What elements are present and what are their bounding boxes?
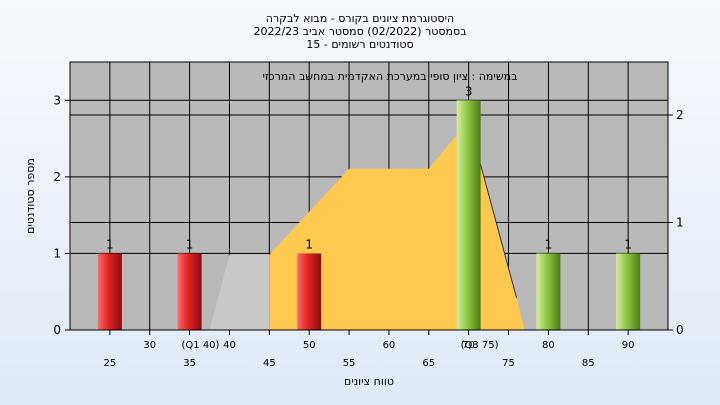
histogram-bar	[177, 253, 202, 330]
x-tick-label: 75	[502, 358, 515, 369]
bar-value-label: 1	[106, 237, 114, 251]
histogram-bar	[297, 253, 322, 330]
histogram-bar	[616, 253, 641, 330]
chart-header-line-1: היסטוגרמת ציונים בקורס - מבוא לבקרה	[265, 12, 455, 25]
x-tick-label: 80	[542, 340, 555, 351]
bar-value-label: 1	[545, 237, 553, 251]
x-tick-label: 65	[422, 358, 435, 369]
x-tick-label: 40	[223, 340, 236, 351]
x-axis-label: טווח ציונים	[344, 375, 394, 388]
histogram-bar	[456, 100, 481, 331]
chart-title: במשימה : ציון סופי במערכת האקדמית במחשב …	[263, 70, 518, 83]
histogram-bar	[536, 253, 561, 330]
histogram-bar	[97, 253, 122, 330]
iqr-shape	[209, 254, 270, 330]
x-tick-label: 30	[143, 340, 156, 351]
y-tick-label: 0	[53, 323, 61, 337]
x-tick-label: 60	[383, 340, 396, 351]
plot-border	[69, 61, 669, 331]
quartile-label: (Q1 40)	[182, 340, 220, 351]
bar-value-label: 1	[186, 237, 194, 251]
y2-tick-label: 1	[676, 216, 684, 230]
y2-tick-label: 2	[676, 108, 684, 122]
y-tick-label: 2	[53, 170, 61, 184]
bar-value-label: 1	[305, 237, 313, 251]
y-tick-label: 1	[53, 246, 61, 260]
bar-value-label: 3	[465, 84, 473, 98]
y-tick-label: 3	[53, 93, 61, 107]
x-tick-label: 50	[303, 340, 316, 351]
x-tick-label: 25	[103, 358, 116, 369]
quartile-label: (Q3 75)	[461, 340, 499, 351]
y-axis-label: מספר סטודנטים	[24, 158, 37, 234]
bar-value-label: 1	[624, 237, 632, 251]
x-tick-label: 70	[462, 340, 475, 351]
chart-header-line-2: בסמסטר (02/2022) סמסטר אביב 2022/23	[253, 25, 467, 38]
x-tick-label: 85	[582, 358, 595, 369]
y2-tick-label: 0	[676, 323, 684, 337]
x-tick-label: 55	[343, 358, 356, 369]
x-tick-label: 35	[183, 358, 196, 369]
x-tick-label: 90	[622, 340, 635, 351]
chart-header-line-3: סטודנטים רשומים - 15	[306, 38, 414, 51]
x-tick-label: 45	[263, 358, 276, 369]
